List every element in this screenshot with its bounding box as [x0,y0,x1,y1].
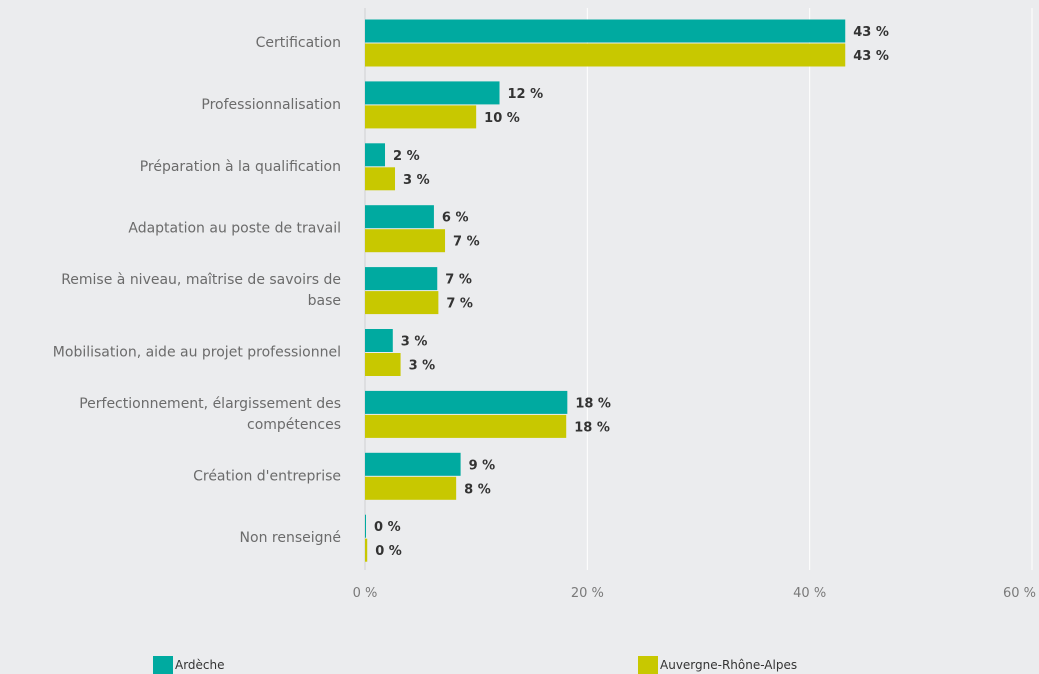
category-label: Professionnalisation [201,97,341,113]
x-tick-label: 40 % [793,586,826,601]
legend-swatch-auvergne-rhone-alpes [638,656,658,674]
bar-ardeche [365,81,500,105]
data-label: 9 % [469,458,496,473]
category-label: compétences [247,417,341,433]
legend-item-ardeche[interactable]: Ardèche [153,656,225,674]
bar-ardeche [365,267,438,291]
bar-ardeche [365,329,393,352]
category-label: Certification [256,35,341,51]
legend-item-auvergne-rhone-alpes[interactable]: Auvergne-Rhône-Alpes [638,656,797,674]
data-label: 3 % [409,359,436,374]
category-label: Non renseigné [240,530,341,546]
x-tick-label: 20 % [571,586,604,601]
category-label: Adaptation au poste de travail [128,221,341,237]
bar-ardeche [365,205,434,229]
data-label: 7 % [453,235,480,250]
bar-auvergne-rhone-alpes [365,167,396,191]
data-label: 3 % [403,173,430,188]
data-label: 2 % [393,149,420,164]
category-label: Mobilisation, aide au projet professionn… [53,345,341,361]
category-label: Préparation à la qualification [140,159,341,175]
bar-auvergne-rhone-alpes [365,229,446,253]
legend-label-auvergne-rhone-alpes: Auvergne-Rhône-Alpes [660,658,798,672]
data-label: 6 % [442,211,469,226]
bar-auvergne-rhone-alpes [365,538,368,562]
bar-ardeche [365,390,568,414]
bar-ardeche [365,514,366,538]
data-label: 0 % [374,520,401,535]
data-label: 12 % [508,87,544,102]
category-label: base [308,293,341,309]
data-label: 10 % [484,111,520,126]
legend-swatch-ardeche [153,656,173,674]
legend-label-ardeche: Ardèche [175,658,225,672]
x-tick-label: 60 % [1003,586,1036,601]
category-label: Création d'entreprise [193,468,341,484]
data-label: 8 % [464,482,491,497]
category-label: Perfectionnement, élargissement des [79,396,341,412]
bar-auvergne-rhone-alpes [365,476,457,500]
bar-auvergne-rhone-alpes [365,353,401,376]
bar-ardeche [365,19,846,43]
bar-ardeche [365,452,461,476]
category-label: Remise à niveau, maîtrise de savoirs de [61,272,341,288]
bar-auvergne-rhone-alpes [365,105,477,129]
data-label: 7 % [445,273,472,288]
data-label: 43 % [853,49,889,64]
data-label: 3 % [401,335,428,350]
data-label: 43 % [853,25,889,40]
bar-chart: 0 % 20 % 40 % 60 % Certification Professionna… [53,8,1036,601]
bar-auvergne-rhone-alpes [365,291,439,315]
data-label: 18 % [575,396,611,411]
data-label: 0 % [375,544,402,559]
x-tick-label: 0 % [353,586,378,601]
bar-ardeche [365,143,386,167]
data-label: 18 % [574,420,610,435]
bar-auvergne-rhone-alpes [365,43,846,67]
bar-auvergne-rhone-alpes [365,414,567,438]
data-label: 7 % [446,297,473,312]
